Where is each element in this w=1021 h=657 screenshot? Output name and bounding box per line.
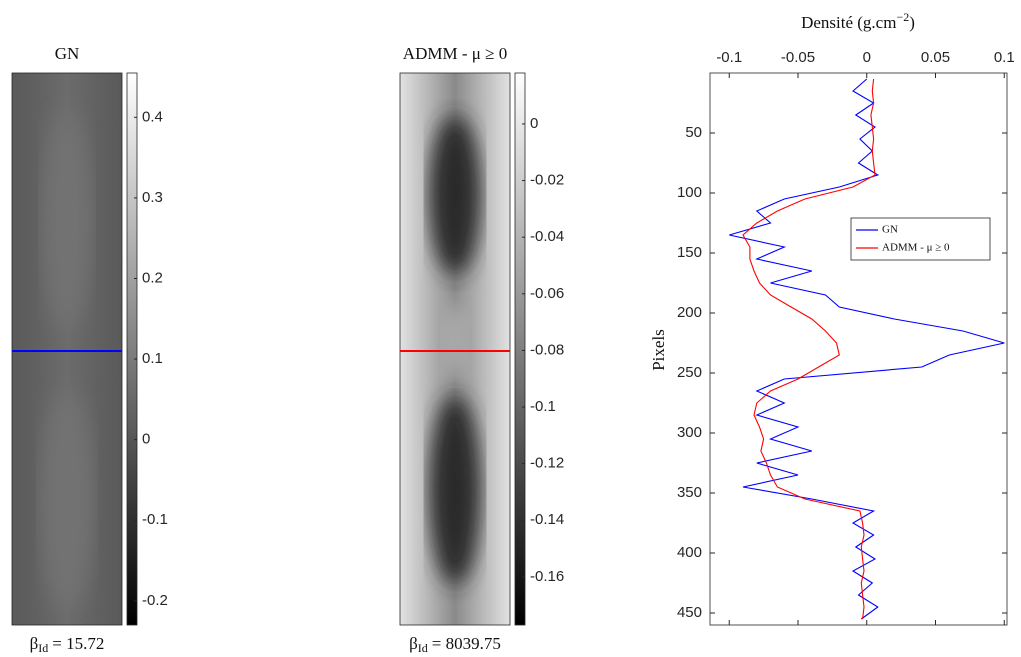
- image-title: GN: [55, 44, 80, 63]
- colorbar-tick-label: 0.3: [142, 189, 163, 206]
- caption-symbol: β: [30, 634, 39, 653]
- colorbar-tick-label: -0.04: [530, 228, 564, 245]
- y-tick-label: 450: [677, 604, 702, 621]
- x-tick-label: 0.05: [921, 49, 950, 66]
- colorbar-tick-label: -0.12: [530, 455, 564, 472]
- colorbar-tick-label: -0.16: [530, 568, 564, 585]
- colorbar-tick-label: 0.2: [142, 269, 163, 286]
- x-label-text: Densité (g.cm: [801, 13, 896, 32]
- caption-symbol: β: [409, 634, 418, 653]
- image-frame: [399, 72, 511, 626]
- y-tick-label: 350: [677, 484, 702, 501]
- colorbar-tick-label: -0.08: [530, 341, 564, 358]
- plot-area: [709, 72, 1008, 626]
- y-tick-label: 50: [685, 124, 702, 141]
- colorbar-tick-label: -0.14: [530, 511, 564, 528]
- colorbar: [514, 72, 526, 626]
- series-line: [742, 78, 876, 620]
- caption-subscript: Id: [38, 641, 48, 655]
- image-admm: [400, 73, 510, 625]
- x-tick-label: -0.1: [716, 49, 742, 66]
- y-tick-label: 400: [677, 544, 702, 561]
- x-tick-label: 0: [863, 49, 871, 66]
- y-axis-label: Pixels: [649, 329, 668, 371]
- colorbar-tick-label: -0.1: [530, 398, 556, 415]
- image-caption: βId = 8039.75: [409, 634, 501, 655]
- x-tick-label: -0.05: [781, 49, 815, 66]
- x-label-superscript: −2: [896, 10, 909, 24]
- colorbar-tick-label: 0.4: [142, 108, 163, 125]
- y-tick-label: 300: [677, 424, 702, 441]
- y-tick-label: 250: [677, 364, 702, 381]
- image-frame: [11, 72, 123, 626]
- colorbar-tick-label: 0.1: [142, 350, 163, 367]
- legend-label: ADMM - μ ≥ 0: [882, 242, 950, 254]
- colorbar-tick-label: -0.02: [530, 172, 564, 189]
- caption-subscript: Id: [418, 641, 428, 655]
- caption-text: = 15.72: [52, 634, 104, 653]
- x-label-close: ): [909, 13, 915, 32]
- colorbar: [126, 72, 138, 626]
- colorbar-tick-label: -0.1: [142, 511, 168, 528]
- colorbar-tick-label: 0: [530, 115, 538, 132]
- colorbar-tick-label: -0.2: [142, 592, 168, 609]
- legend-box: [850, 217, 991, 261]
- caption-text: = 8039.75: [432, 634, 501, 653]
- image-gn: [12, 73, 122, 625]
- x-tick-label: 0.1: [994, 49, 1015, 66]
- y-tick-label: 150: [677, 244, 702, 261]
- x-axis-label: Densité (g.cm−2): [801, 10, 915, 32]
- image-title: ADMM - μ ≥ 0: [403, 44, 507, 63]
- y-tick-label: 100: [677, 184, 702, 201]
- colorbar-tick-label: 0: [142, 431, 150, 448]
- legend-label: GN: [882, 224, 898, 236]
- y-tick-label: 200: [677, 304, 702, 321]
- colorbar-tick-label: -0.06: [530, 285, 564, 302]
- image-caption: βId = 15.72: [30, 634, 105, 655]
